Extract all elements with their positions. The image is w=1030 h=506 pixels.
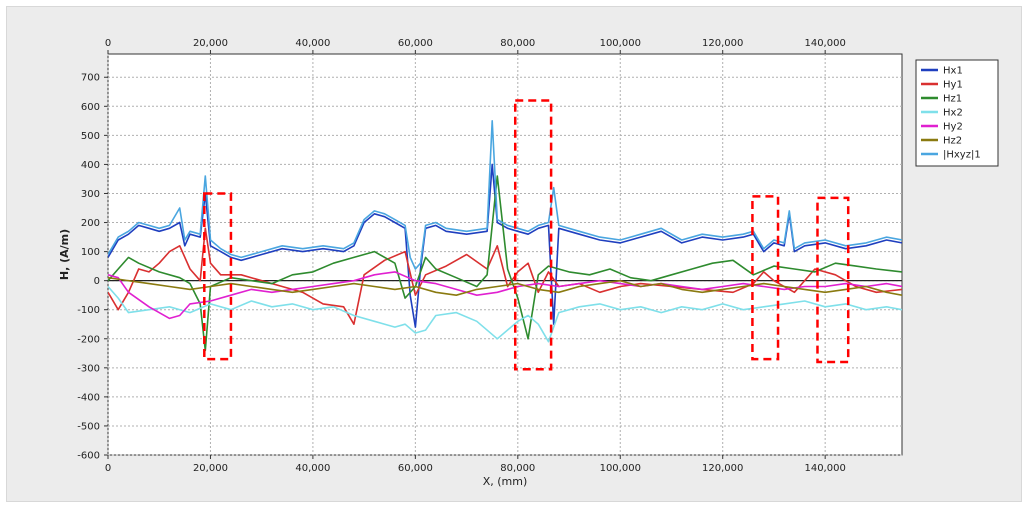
x-tick-label-top: 20,000	[193, 38, 228, 49]
y-axis-label: H, (A/m)	[58, 229, 71, 280]
x-tick-label-top: 0	[105, 38, 111, 49]
y-tick-label: -600	[77, 451, 100, 462]
series-line-hx2	[108, 285, 902, 343]
x-axis-label: X, (mm)	[483, 475, 528, 488]
x-tick-label: 140,000	[804, 463, 845, 474]
x-tick-label: 60,000	[398, 463, 433, 474]
y-tick-label: 700	[81, 73, 100, 84]
x-tick-label-top: 80,000	[500, 38, 535, 49]
legend-label: Hx2	[943, 108, 963, 119]
x-tick-label-top: 100,000	[600, 38, 641, 49]
legend-label: Hz2	[943, 136, 962, 147]
x-tick-label: 80,000	[500, 463, 535, 474]
legend: Hx1 Hy1 Hz1 Hx2 Hy2 Hz2 |Hxyz|1	[915, 59, 999, 167]
x-tick-label-top: 40,000	[295, 38, 330, 49]
x-tick-label-top: 140,000	[804, 38, 845, 49]
y-tick-label: 300	[81, 189, 100, 200]
y-tick-label: 400	[81, 160, 100, 171]
y-tick-label: -500	[77, 421, 100, 432]
y-tick-label: -100	[77, 305, 100, 316]
annotation-box	[203, 192, 233, 361]
x-tick-label: 0	[105, 463, 111, 474]
y-tick-label: 0	[94, 276, 100, 287]
y-tick-label: -400	[77, 392, 100, 403]
y-tick-label: 200	[81, 218, 100, 229]
x-tick-label: 120,000	[702, 463, 743, 474]
annotation-box	[513, 99, 553, 371]
legend-label: Hx1	[943, 66, 963, 77]
x-tick-label: 40,000	[295, 463, 330, 474]
y-tick-label: -300	[77, 363, 100, 374]
x-tick-label-top: 120,000	[702, 38, 743, 49]
legend-label: Hy2	[943, 122, 963, 133]
legend-label: Hz1	[943, 94, 962, 105]
y-tick-label: 500	[81, 131, 100, 142]
annotation-box	[816, 196, 850, 364]
legend-label: Hy1	[943, 80, 963, 91]
x-tick-label: 100,000	[600, 463, 641, 474]
series-line-hy2	[108, 271, 902, 320]
x-tick-label: 20,000	[193, 463, 228, 474]
series-line-hz2	[108, 276, 902, 297]
x-tick-label-top: 60,000	[398, 38, 433, 49]
legend-label: |Hxyz|1	[943, 150, 981, 161]
y-tick-label: 600	[81, 102, 100, 113]
y-tick-label: 100	[81, 247, 100, 258]
y-tick-label: -200	[77, 334, 100, 345]
annotation-box	[751, 195, 780, 361]
plot-area	[107, 53, 903, 456]
